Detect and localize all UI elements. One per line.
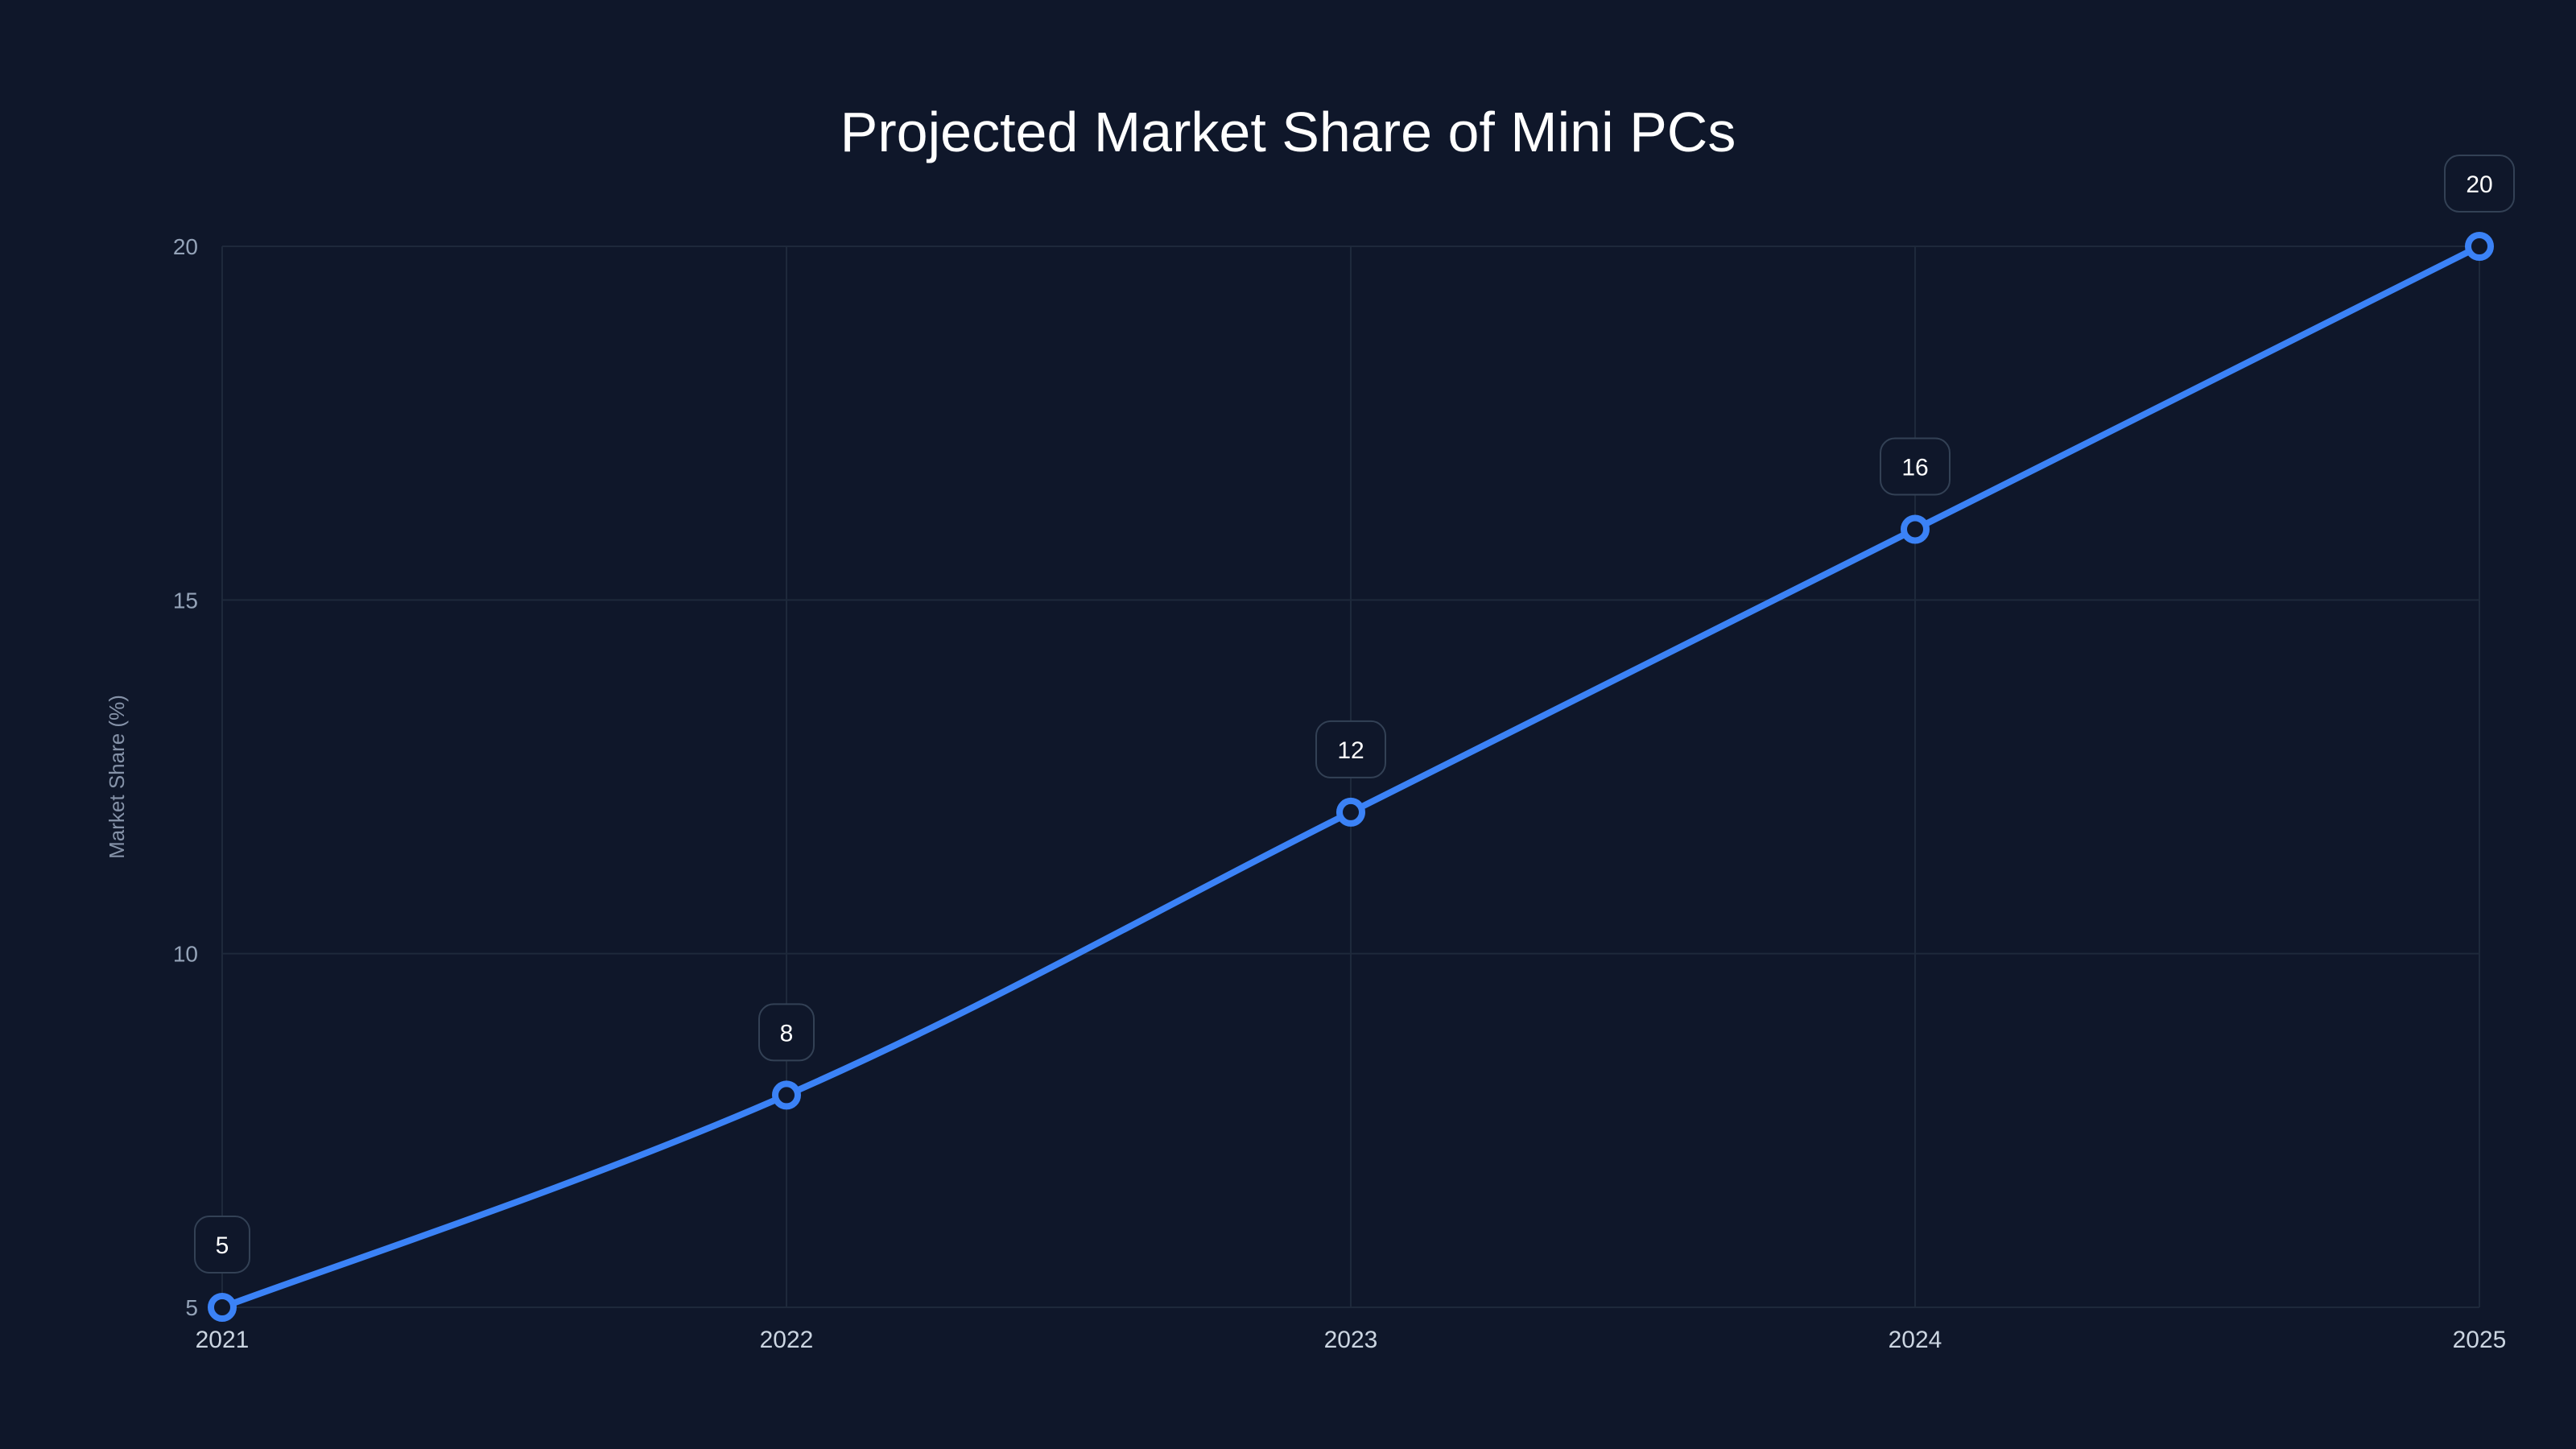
data-point-marker (1901, 514, 1930, 544)
data-points (208, 232, 2494, 1322)
data-label: 16 (1880, 437, 1951, 496)
data-label-box (194, 1216, 250, 1274)
data-labels: 5 8 12 16 20 (194, 155, 2515, 1274)
data-label: 12 (1315, 720, 1386, 778)
data-label-box (758, 1003, 815, 1062)
data-point-marker (1336, 797, 1365, 827)
x-tick-label: 2022 (760, 1327, 814, 1353)
y-axis-ticks: 5 10 15 20 (173, 234, 198, 1320)
y-tick-label: 10 (173, 942, 198, 967)
y-tick-label: 20 (173, 234, 198, 259)
x-tick-label: 2024 (1889, 1327, 1942, 1353)
y-tick-label: 5 (185, 1295, 198, 1320)
data-label-text: 8 (780, 1020, 794, 1046)
data-point-marker (2465, 232, 2494, 261)
data-label-text: 20 (2466, 171, 2492, 198)
x-tick-label: 2025 (2453, 1327, 2507, 1353)
gridlines (221, 246, 2480, 1308)
data-label-text: 5 (216, 1232, 229, 1259)
y-axis-label: Market Share (%) (105, 695, 129, 859)
data-label-text: 12 (1337, 737, 1364, 764)
x-tick-label: 2021 (196, 1327, 250, 1353)
data-label: 20 (2444, 155, 2515, 213)
data-point-marker (208, 1293, 237, 1322)
data-label-text: 16 (1901, 454, 1928, 481)
data-label-box (1880, 437, 1951, 496)
data-point-marker (772, 1080, 801, 1110)
data-label-box (2444, 155, 2515, 213)
y-tick-label: 15 (173, 588, 198, 613)
x-axis-ticks: 2021 2022 2023 2024 2025 (196, 1327, 2507, 1353)
data-label: 5 (194, 1216, 250, 1274)
data-label: 8 (758, 1003, 815, 1062)
chart-title: Projected Market Share of Mini PCs (840, 101, 1736, 163)
x-tick-label: 2023 (1324, 1327, 1378, 1353)
data-label-box (1315, 720, 1386, 778)
